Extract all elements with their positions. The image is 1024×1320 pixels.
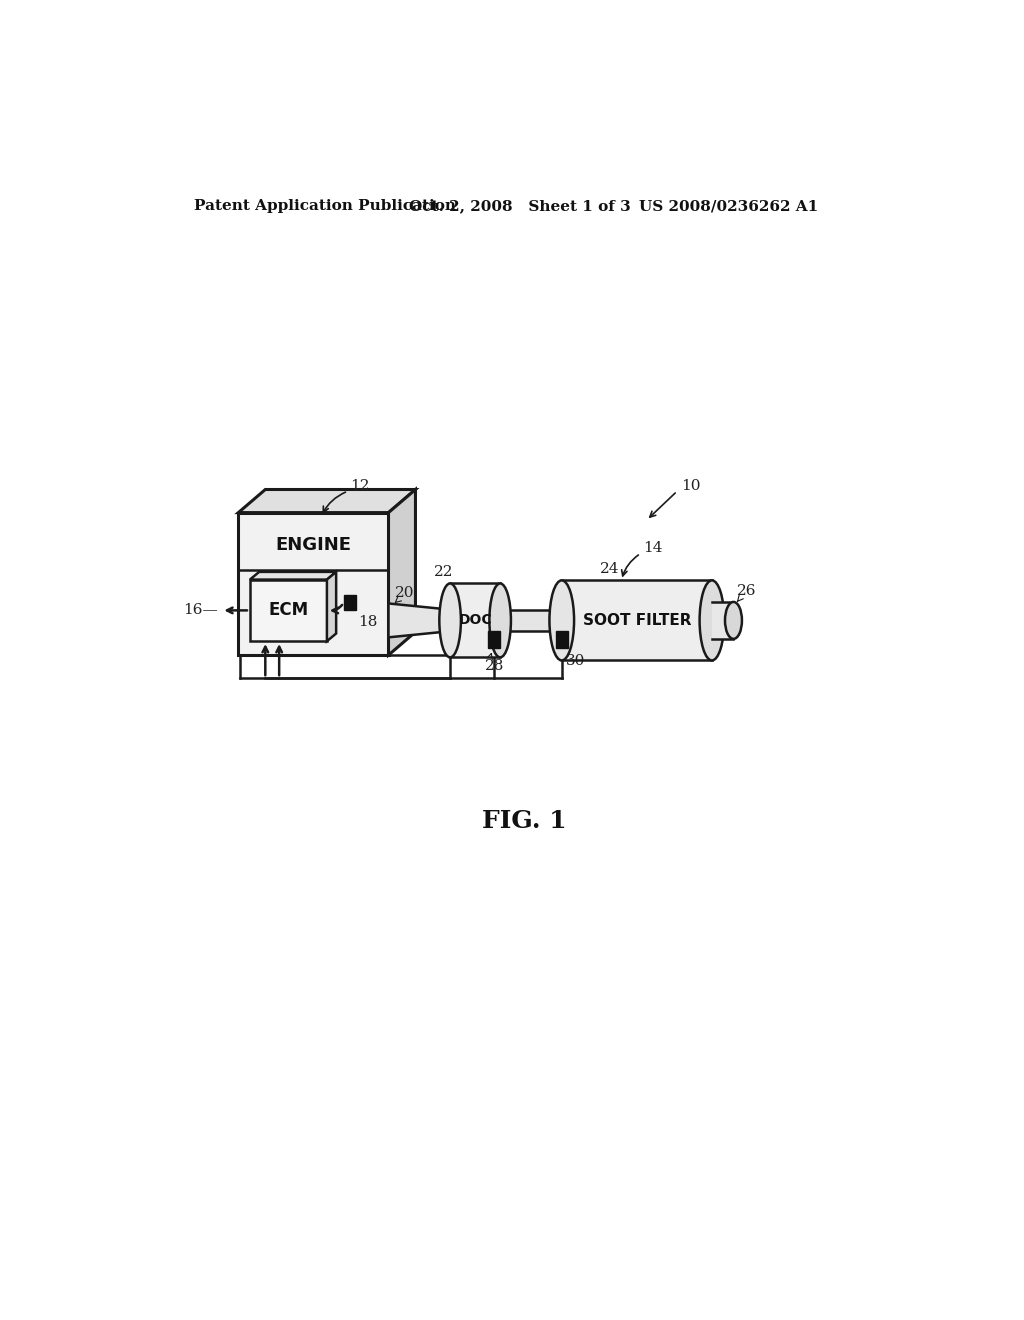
Polygon shape [344,595,356,610]
Text: 26: 26 [737,583,757,598]
Text: 28: 28 [484,659,504,673]
Ellipse shape [439,583,461,657]
Text: Oct. 2, 2008   Sheet 1 of 3: Oct. 2, 2008 Sheet 1 of 3 [410,199,631,213]
Text: 10: 10 [681,479,700,492]
Text: ECM: ECM [268,602,308,619]
Text: 24: 24 [600,562,620,576]
Polygon shape [500,610,562,631]
Text: SOOT FILTER: SOOT FILTER [583,612,691,628]
Polygon shape [388,490,416,655]
Polygon shape [487,631,500,648]
Text: 14: 14 [643,541,663,554]
Text: ENGINE: ENGINE [275,536,351,554]
Polygon shape [388,603,451,638]
Polygon shape [250,579,327,642]
Polygon shape [712,602,733,639]
Text: 22: 22 [434,565,454,578]
Text: 18: 18 [358,615,378,630]
Polygon shape [451,583,500,657]
Ellipse shape [725,602,742,639]
Ellipse shape [550,581,574,660]
Text: 30: 30 [565,655,585,668]
Polygon shape [250,572,336,579]
Text: 20: 20 [394,586,414,599]
Text: FIG. 1: FIG. 1 [482,809,567,833]
Polygon shape [327,572,336,642]
Text: US 2008/0236262 A1: US 2008/0236262 A1 [639,199,818,213]
Ellipse shape [489,583,511,657]
Ellipse shape [699,581,724,660]
Polygon shape [239,512,388,655]
Polygon shape [239,490,416,512]
Text: Patent Application Publication: Patent Application Publication [194,199,456,213]
Polygon shape [556,631,568,648]
Text: 12: 12 [350,479,370,492]
Text: DOC: DOC [459,614,492,627]
Polygon shape [562,581,712,660]
Text: 16—: 16— [183,603,217,618]
